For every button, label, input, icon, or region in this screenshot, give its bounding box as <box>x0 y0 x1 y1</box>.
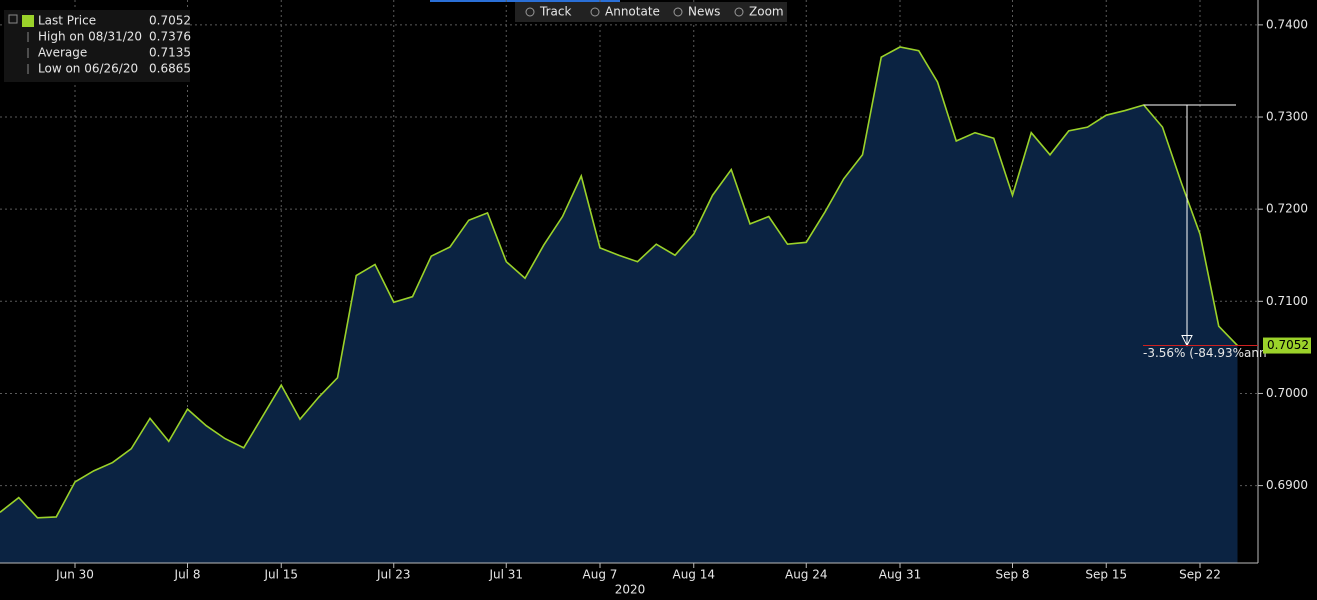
x-tick-label: Jul 23 <box>376 568 411 582</box>
x-tick-label: Jun 30 <box>55 568 94 582</box>
y-tick-label: 0.7200 <box>1266 202 1308 216</box>
toolbar-icon <box>525 7 535 17</box>
legend-label: High on 08/31/20 <box>38 30 142 44</box>
legend-box <box>4 10 190 82</box>
y-tick-label: 0.7400 <box>1266 17 1308 31</box>
x-tick-label: Aug 7 <box>583 568 618 582</box>
x-tick-label: Aug 14 <box>672 568 715 582</box>
x-tick-label: Sep 22 <box>1179 568 1221 582</box>
legend-label: Low on 06/26/20 <box>38 62 138 76</box>
toolbar-icon <box>734 7 744 17</box>
toolbar <box>515 2 787 22</box>
x-axis-label: 2020 <box>615 583 646 597</box>
y-tick-label: 0.6900 <box>1266 478 1308 492</box>
annotation-text: -3.56% (-84.93%ann <box>1143 346 1267 360</box>
y-tick-label: 0.7300 <box>1266 110 1308 124</box>
x-tick-label: Jul 31 <box>488 568 523 582</box>
toolbar-button[interactable]: News <box>688 5 720 19</box>
x-tick-label: Jul 15 <box>263 568 298 582</box>
y-tick-label: 0.7100 <box>1266 294 1308 308</box>
legend-value: 0.7376 <box>149 30 191 44</box>
legend-label: Last Price <box>38 14 96 28</box>
last-price-tag <box>1263 337 1311 354</box>
line <box>0 46 1239 519</box>
legend-swatch <box>22 15 34 27</box>
toolbar-button[interactable]: Annotate <box>605 5 660 19</box>
x-tick-label: Sep 8 <box>995 568 1029 582</box>
legend-value: 0.6865 <box>149 62 191 76</box>
y-tick-label: 0.7000 <box>1266 386 1308 400</box>
tab-highlight <box>430 0 620 2</box>
x-tick-label: Aug 24 <box>785 568 828 582</box>
x-tick-label: Sep 15 <box>1085 568 1127 582</box>
area <box>0 46 1238 563</box>
last-price-label: 0.7052 <box>1267 338 1309 352</box>
annotation-arrow <box>1181 335 1193 347</box>
legend-collapse <box>8 14 18 24</box>
x-tick-label: Jul 8 <box>174 568 201 582</box>
toolbar-button[interactable]: Zoom <box>749 5 784 19</box>
x-tick-label: Aug 31 <box>879 568 922 582</box>
toolbar-button[interactable]: Track <box>539 5 571 19</box>
toolbar-icon <box>673 7 683 17</box>
legend-value: 0.7135 <box>149 46 191 60</box>
toolbar-icon <box>590 7 600 17</box>
legend-value: 0.7052 <box>149 14 191 28</box>
legend-label: Average <box>38 46 87 60</box>
